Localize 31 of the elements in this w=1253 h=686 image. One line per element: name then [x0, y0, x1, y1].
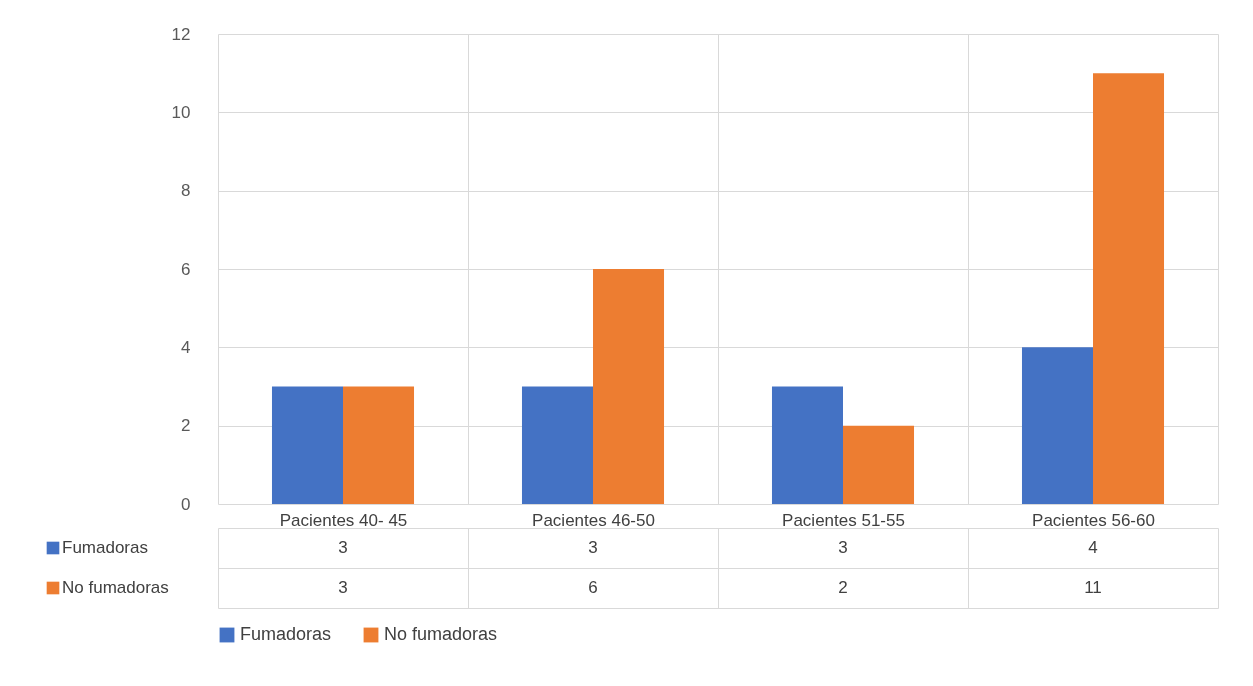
legend-label: Fumadoras: [240, 624, 332, 644]
text: No fumadoras: [62, 578, 169, 597]
y-tick-label: 10: [171, 102, 191, 122]
bar: [1021, 347, 1093, 504]
data-label: 3: [338, 538, 348, 557]
y-tick-label: 6: [181, 259, 191, 279]
bar: [343, 386, 415, 504]
x-tick-label: Pacientes 56-60: [1032, 510, 1155, 530]
legend-label: No fumadoras: [384, 624, 498, 644]
x-tick-label: Pacientes 46-50: [532, 510, 655, 530]
x-tick-label: Pacientes 40- 45: [279, 510, 408, 530]
y-tick-label: 4: [181, 337, 191, 357]
data-label: 6: [588, 578, 598, 597]
data-label: 2: [838, 578, 848, 597]
y-tick-label: 8: [181, 181, 191, 201]
y-tick-label: 12: [171, 24, 191, 44]
data-label: 3: [338, 578, 348, 597]
bar: [1093, 73, 1165, 504]
bar: [771, 386, 843, 504]
y-tick-label: 2: [181, 416, 191, 436]
y-tick-label: 0: [181, 494, 191, 514]
bar: [521, 386, 593, 504]
bar: [271, 386, 343, 504]
text: Fumadoras: [62, 538, 148, 557]
bar: [843, 425, 915, 504]
bar: [593, 269, 665, 504]
data-label: 4: [1088, 538, 1098, 557]
x-tick-label: Pacientes 51-55: [782, 510, 905, 530]
data-label: 3: [838, 538, 848, 557]
data-label: 11: [1084, 578, 1102, 597]
data-label: 3: [588, 538, 598, 557]
